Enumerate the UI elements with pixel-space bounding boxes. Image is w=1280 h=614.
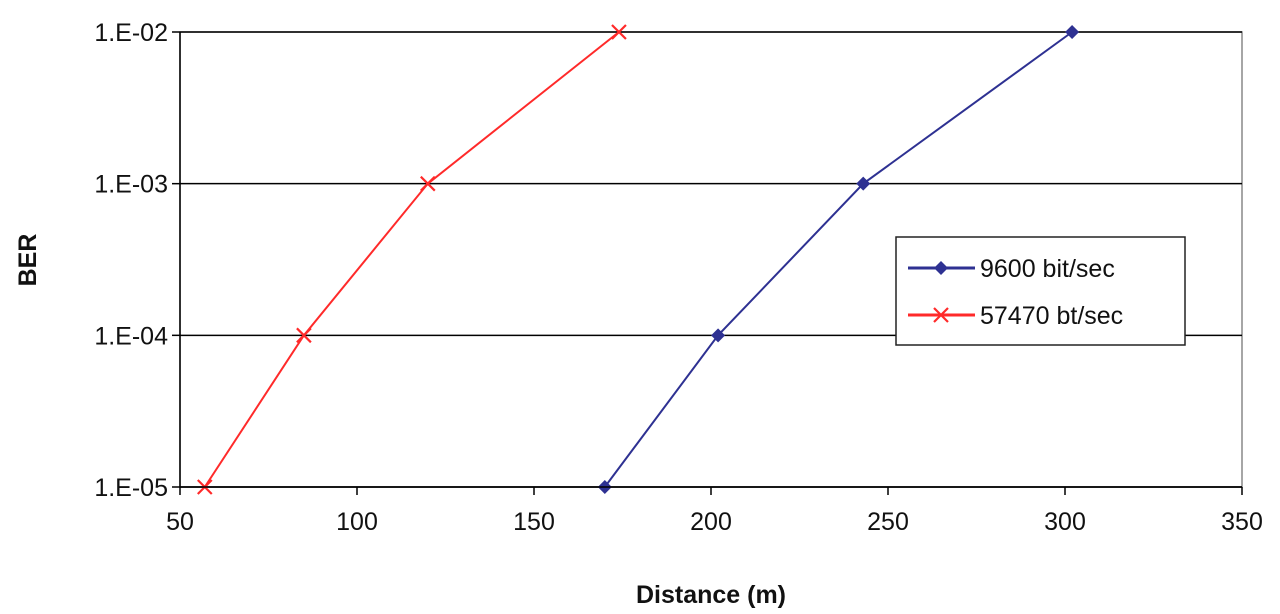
x-tick-label: 350 (1221, 508, 1263, 536)
diamond-marker (711, 328, 726, 343)
x-tick-label: 50 (166, 508, 194, 536)
x-tick-label: 100 (336, 508, 378, 536)
legend: 9600 bit/sec 57470 bt/sec (895, 236, 1186, 346)
y-tick-label: 1.E-05 (94, 474, 168, 502)
series-line (603, 31, 1073, 488)
legend-label: 57470 bt/sec (980, 302, 1123, 330)
series-line (203, 31, 620, 488)
x-marker (296, 327, 312, 344)
legend-box (895, 236, 1186, 346)
x-tick-label: 150 (513, 508, 555, 536)
y-tick-label: 1.E-02 (94, 19, 168, 47)
y-tick-label: 1.E-03 (94, 171, 168, 199)
x-tick-label: 200 (690, 508, 732, 536)
x-axis-label: Distance (m) (636, 581, 786, 609)
x-tick-label: 300 (1044, 508, 1086, 536)
diamond-marker (1065, 25, 1080, 39)
x-marker (933, 307, 949, 323)
diamond-marker (856, 176, 871, 191)
x-tick-label: 250 (867, 508, 909, 536)
y-tick-label: 1.E-04 (94, 322, 168, 350)
diamond-marker (934, 261, 948, 275)
legend-label: 9600 bit/sec (980, 255, 1115, 283)
y-axis-label: BER (14, 234, 42, 287)
x-marker (611, 24, 627, 40)
x-marker (420, 175, 436, 192)
